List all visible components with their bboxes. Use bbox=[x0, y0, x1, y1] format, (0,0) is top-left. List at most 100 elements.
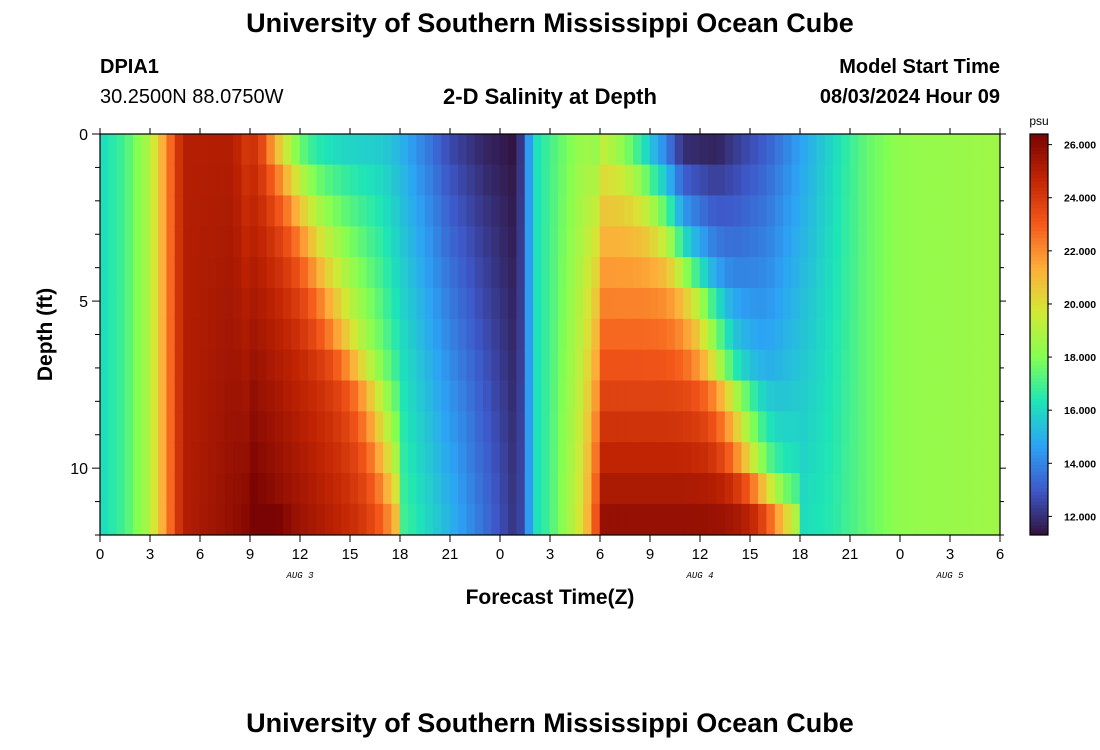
x-tick-label: 6 bbox=[596, 546, 604, 563]
heatmap-cell bbox=[716, 349, 726, 382]
heatmap-cell bbox=[966, 442, 976, 474]
heatmap-cell bbox=[224, 473, 234, 505]
heatmap-cell bbox=[866, 226, 876, 258]
colorbar-segment bbox=[1030, 247, 1048, 252]
heatmap-cell bbox=[558, 442, 567, 474]
heatmap-cell bbox=[641, 349, 651, 382]
heatmap-cell bbox=[408, 133, 417, 166]
heatmap-cell bbox=[558, 164, 567, 196]
heatmap-cell bbox=[141, 257, 151, 289]
heatmap-cell bbox=[783, 442, 792, 474]
heatmap-cell bbox=[391, 226, 401, 258]
heatmap-cell bbox=[299, 442, 309, 474]
heatmap-cell bbox=[683, 133, 692, 166]
heatmap-cell bbox=[324, 503, 334, 536]
heatmap-cell bbox=[724, 164, 734, 196]
heatmap-cell bbox=[858, 164, 867, 196]
heatmap-cell bbox=[349, 287, 359, 320]
heatmap-cell bbox=[99, 195, 109, 227]
heatmap-cell bbox=[291, 226, 301, 258]
heatmap-cell bbox=[991, 349, 1001, 382]
heatmap-cell bbox=[541, 349, 551, 382]
heatmap-cell bbox=[474, 442, 484, 474]
heatmap-cell bbox=[774, 257, 784, 289]
x-tick-label: 18 bbox=[392, 546, 409, 563]
heatmap-cell bbox=[733, 411, 742, 443]
heatmap-cell bbox=[224, 133, 234, 166]
heatmap-cell bbox=[858, 349, 867, 382]
heatmap-cell bbox=[599, 380, 609, 412]
colorbar-tick-label: 18.000 bbox=[1064, 352, 1096, 364]
heatmap-cell bbox=[166, 503, 176, 536]
heatmap-cell bbox=[241, 318, 251, 351]
heatmap-cell bbox=[141, 503, 151, 536]
heatmap-cell bbox=[499, 226, 509, 258]
colorbar-segment bbox=[1030, 233, 1048, 238]
heatmap-cell bbox=[108, 133, 117, 166]
heatmap-cell bbox=[616, 442, 626, 474]
heatmap-cell bbox=[658, 226, 667, 258]
heatmap-cell bbox=[483, 164, 492, 196]
heatmap-cell bbox=[491, 164, 501, 196]
heatmap-cell bbox=[324, 133, 334, 166]
heatmap-cell bbox=[974, 164, 984, 196]
heatmap-cell bbox=[266, 380, 276, 412]
heatmap-cell bbox=[308, 164, 317, 196]
heatmap-cell bbox=[291, 195, 301, 227]
heatmap-cell bbox=[949, 503, 959, 536]
heatmap-cell bbox=[508, 257, 517, 289]
heatmap-cell bbox=[141, 380, 151, 412]
heatmap-cell bbox=[583, 164, 592, 196]
heatmap-cell bbox=[758, 257, 767, 289]
heatmap-cell bbox=[141, 164, 151, 196]
heatmap-cell bbox=[808, 442, 817, 474]
heatmap-cell bbox=[649, 349, 659, 382]
heatmap-cells bbox=[99, 133, 1001, 536]
heatmap-cell bbox=[691, 318, 701, 351]
heatmap-cell bbox=[849, 164, 859, 196]
heatmap-cell bbox=[274, 473, 284, 505]
heatmap-cell bbox=[258, 257, 267, 289]
heatmap-cell bbox=[649, 473, 659, 505]
heatmap-cell bbox=[591, 473, 601, 505]
heatmap-cell bbox=[858, 195, 867, 227]
heatmap-cell bbox=[858, 133, 867, 166]
heatmap-cell bbox=[549, 380, 559, 412]
heatmap-cell bbox=[908, 411, 917, 443]
colorbar-segment bbox=[1030, 143, 1048, 148]
heatmap-cell bbox=[549, 442, 559, 474]
heatmap-cell bbox=[924, 287, 934, 320]
heatmap-cell bbox=[299, 226, 309, 258]
heatmap-cell bbox=[408, 257, 417, 289]
colorbar-segment bbox=[1030, 137, 1048, 141]
heatmap-cell bbox=[166, 473, 176, 505]
heatmap-cell bbox=[208, 257, 217, 289]
heatmap-cell bbox=[741, 473, 751, 505]
heatmap-cell bbox=[383, 318, 392, 351]
colorbar-segment bbox=[1030, 140, 1048, 145]
x-tick-label: 3 bbox=[946, 546, 954, 563]
heatmap-cell bbox=[424, 164, 434, 196]
heatmap-cell bbox=[433, 411, 442, 443]
heatmap-cell bbox=[808, 318, 817, 351]
heatmap-cell bbox=[533, 349, 542, 382]
heatmap-cell bbox=[708, 411, 717, 443]
colorbar-segment bbox=[1030, 147, 1048, 152]
heatmap-cell bbox=[416, 503, 426, 536]
heatmap-cell bbox=[441, 411, 451, 443]
heatmap-cell bbox=[174, 257, 184, 289]
heatmap-cell bbox=[474, 503, 484, 536]
heatmap-cell bbox=[141, 226, 151, 258]
heatmap-cell bbox=[491, 287, 501, 320]
heatmap-cell bbox=[466, 349, 476, 382]
heatmap-cell bbox=[666, 473, 676, 505]
heatmap-cell bbox=[108, 318, 117, 351]
heatmap-cell bbox=[441, 318, 451, 351]
heatmap-cell bbox=[724, 380, 734, 412]
heatmap-cell bbox=[749, 287, 759, 320]
heatmap-cell bbox=[849, 195, 859, 227]
heatmap-cell bbox=[524, 349, 534, 382]
heatmap-cell bbox=[149, 349, 159, 382]
heatmap-cell bbox=[974, 257, 984, 289]
heatmap-cell bbox=[716, 442, 726, 474]
